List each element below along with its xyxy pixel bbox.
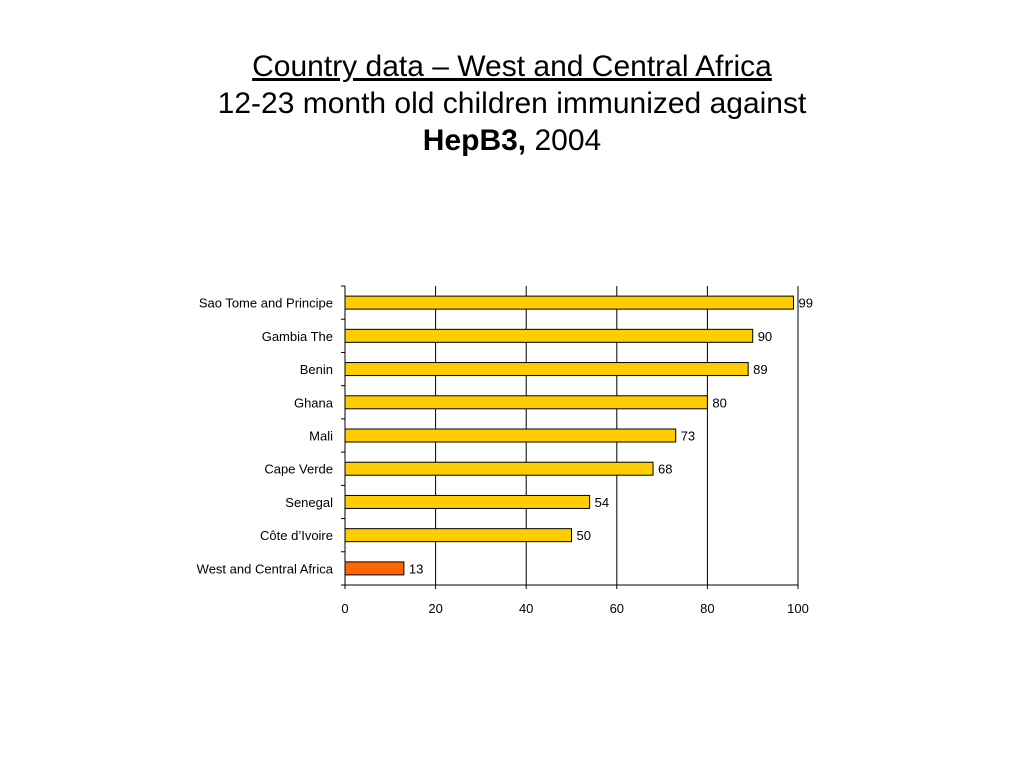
title-line-3-rest: 2004 <box>526 124 602 157</box>
data-label: 68 <box>658 462 672 477</box>
category-label: Cape Verde <box>264 462 333 477</box>
data-label: 13 <box>409 561 423 576</box>
title-line-3-bold: HepB3, <box>422 124 527 157</box>
data-label: 54 <box>595 495 609 510</box>
title-line-3: HepB3, 2004 <box>0 122 1024 159</box>
bar <box>344 295 794 310</box>
data-label: 80 <box>712 395 726 410</box>
category-label: Gambia The <box>262 329 333 344</box>
bar <box>344 328 754 343</box>
bar <box>344 494 591 509</box>
x-tick-label: 100 <box>787 601 809 616</box>
category-label: Ghana <box>294 395 334 410</box>
data-label: 90 <box>758 329 772 344</box>
data-label: 50 <box>577 528 591 543</box>
category-label: Mali <box>309 429 333 444</box>
category-label: Côte d’Ivoire <box>260 528 333 543</box>
category-label: Senegal <box>285 495 333 510</box>
x-tick-label: 60 <box>610 601 624 616</box>
data-label: 99 <box>798 296 812 311</box>
category-label: Sao Tome and Principe <box>199 296 333 311</box>
title-line-1: Country data – West and Central Africa <box>252 50 772 83</box>
bar <box>344 461 654 476</box>
bar <box>344 561 405 576</box>
x-tick-label: 80 <box>700 601 714 616</box>
bar <box>344 528 572 543</box>
category-label: West and Central Africa <box>197 561 334 576</box>
bar <box>344 428 677 443</box>
slide-title: Country data – West and Central Africa 1… <box>0 48 1024 159</box>
bar <box>344 362 749 377</box>
data-label: 73 <box>681 429 695 444</box>
x-tick-label: 20 <box>428 601 442 616</box>
category-label: Benin <box>300 362 333 377</box>
x-tick-label: 0 <box>341 601 348 616</box>
x-tick-label: 40 <box>519 601 533 616</box>
data-label: 89 <box>753 362 767 377</box>
bar <box>344 395 708 410</box>
title-line-2: 12-23 month old children immunized again… <box>217 87 807 120</box>
